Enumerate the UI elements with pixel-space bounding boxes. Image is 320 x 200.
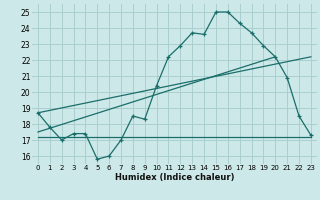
X-axis label: Humidex (Indice chaleur): Humidex (Indice chaleur) — [115, 173, 234, 182]
